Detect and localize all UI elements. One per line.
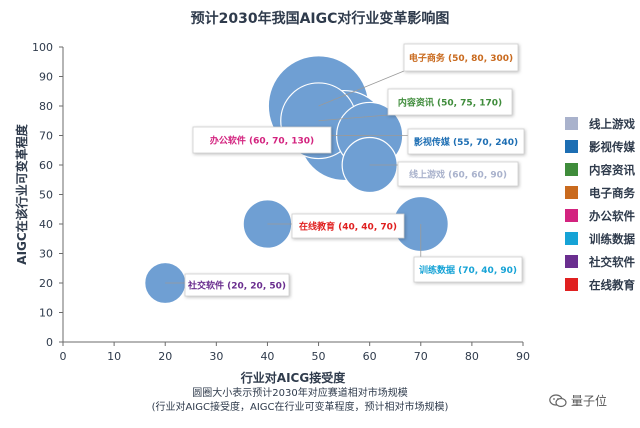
leader-line-4 (318, 70, 405, 107)
chart-title: 预计2030年我国AIGC对行业变革影响图 (190, 11, 450, 27)
callout-box-6 (413, 256, 523, 283)
callout-label-2: 影视传媒 (55, 70, 240) (414, 136, 518, 148)
legend-swatch (565, 140, 578, 153)
callout-label-5: 办公软件 (60, 70, 130) (210, 135, 314, 147)
callout-label-4: 电子商务 (50, 80, 300) (409, 52, 513, 64)
x-tick-label: 70 (414, 350, 428, 363)
legend-swatch (565, 278, 578, 291)
legend-item-6: 训练数据 (565, 227, 635, 250)
x-tick-label: 30 (209, 350, 223, 363)
legend-item-1: 线上游戏 (565, 112, 635, 135)
x-tick-label: 90 (516, 350, 530, 363)
y-tick-label: 70 (39, 130, 53, 143)
y-tick-label: 0 (46, 336, 53, 349)
y-tick-label: 30 (39, 248, 53, 261)
x-tick-label: 20 (158, 350, 172, 363)
callout-box-4 (403, 43, 519, 72)
y-tick-label: 100 (32, 41, 53, 54)
x-tick-label: 0 (60, 350, 67, 363)
legend-swatch (565, 163, 578, 176)
callout-box-5 (192, 126, 332, 154)
callout-label-3: 内容资讯 (50, 75, 170) (398, 97, 502, 109)
leader-line-3 (318, 114, 389, 122)
watermark-text: 量子位 (571, 394, 608, 408)
x-tick-label: 40 (260, 350, 274, 363)
legend-label: 在线教育 (589, 277, 635, 292)
leader-lines-layer (165, 70, 422, 284)
footnote-line-2: (行业对AIGC接受度，AIGC在行业可变革程度，预计相对市场规模) (151, 402, 449, 413)
legend: 线上游戏影视传媒内容资讯电子商务办公软件训练数据社交软件在线教育 (565, 112, 635, 296)
y-tick-label: 50 (39, 189, 53, 202)
legend-item-8: 在线教育 (565, 273, 635, 296)
legend-swatch (565, 117, 578, 130)
callout-label-8: 在线教育 (40, 40, 70) (299, 221, 397, 233)
x-tick-label: 60 (363, 350, 377, 363)
legend-item-7: 社交软件 (565, 250, 635, 273)
legend-label: 训练数据 (589, 231, 635, 246)
callout-box-8 (291, 213, 405, 239)
callout-box-1 (397, 161, 519, 187)
y-tick-label: 80 (39, 100, 53, 113)
axes-layer: 0 10 20 30 40 50 60 70 80 90 0 10 20 30 40 50 60 70 80 90 10… (14, 41, 530, 385)
legend-label: 办公软件 (589, 208, 635, 223)
legend-swatch (565, 232, 578, 245)
watermark: 量子位 (549, 392, 607, 409)
legend-label: 线上游戏 (589, 116, 635, 131)
legend-label: 影视传媒 (589, 139, 635, 154)
legend-item-2: 影视传媒 (565, 135, 635, 158)
footnote-line-1: 圆圈大小表示预计2030年对应赛道相对市场规模 (192, 388, 408, 399)
callout-label-6: 训练数据 (70, 40, 90) (419, 264, 517, 276)
callout-label-7: 社交软件 (20, 20, 50) (187, 280, 286, 292)
callouts-layer: 线上游戏 (60, 60, 90) 影视传媒 (55, 70, 240) 内容资讯 … (184, 43, 525, 297)
wechat-icon (549, 393, 567, 407)
legend-label: 社交软件 (589, 254, 635, 269)
y-tick-label: 90 (39, 71, 53, 84)
callout-label-1: 线上游戏 (60, 60, 90) (409, 169, 507, 181)
callout-box-7 (184, 273, 290, 297)
x-tick-label: 50 (312, 350, 326, 363)
x-axis-label: 行业对AICG接受度 (240, 370, 346, 385)
legend-label: 内容资讯 (589, 162, 635, 177)
callout-box-3 (387, 88, 513, 116)
y-tick-label: 40 (39, 218, 53, 231)
legend-swatch (565, 255, 578, 268)
x-tick-label: 10 (107, 350, 121, 363)
y-axis-label: AIGC在该行业可变革程度 (14, 123, 29, 264)
legend-label: 电子商务 (589, 185, 635, 200)
legend-swatch (565, 209, 578, 222)
y-tick-label: 10 (39, 307, 53, 320)
legend-item-4: 电子商务 (565, 181, 635, 204)
legend-item-3: 内容资讯 (565, 158, 635, 181)
y-tick-label: 20 (39, 277, 53, 290)
y-tick-label: 60 (39, 159, 53, 172)
callout-box-2 (407, 128, 525, 155)
x-tick-label: 80 (465, 350, 479, 363)
legend-item-5: 办公软件 (565, 204, 635, 227)
footnote: 圆圈大小表示预计2030年对应赛道相对市场规模 (行业对AIGC接受度，AIGC… (0, 387, 600, 415)
legend-swatch (565, 186, 578, 199)
